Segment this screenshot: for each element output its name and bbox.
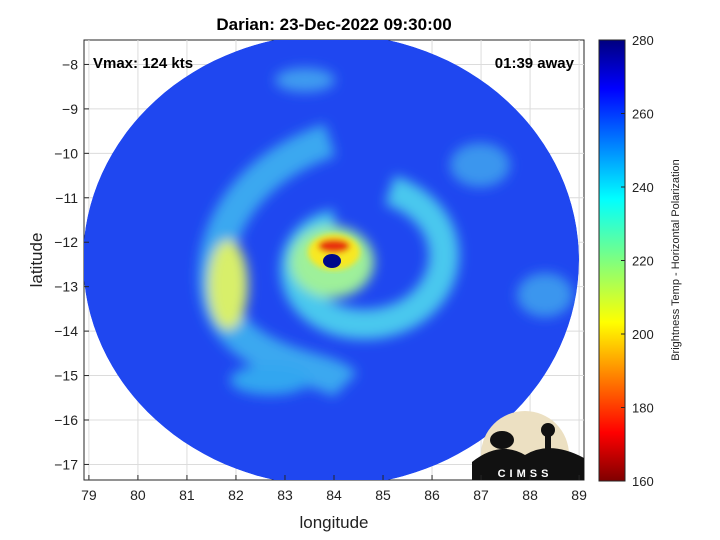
y-tick-label: −12 xyxy=(54,234,78,250)
colorbar-ramp xyxy=(598,39,626,482)
y-tick-label: −9 xyxy=(62,101,78,117)
x-tick-label: 87 xyxy=(473,487,489,503)
y-tick-label: −10 xyxy=(54,145,78,161)
logo-tower-top xyxy=(541,423,555,437)
colorbar-ticks: 160 180 200 220 240 260 280 xyxy=(621,33,654,489)
western-band-convection xyxy=(208,240,248,330)
x-tick-label: 88 xyxy=(522,487,538,503)
time-away-annotation: 01:39 away xyxy=(495,55,575,72)
y-tick-label: −15 xyxy=(54,368,78,384)
x-tick-label: 85 xyxy=(375,487,391,503)
y-tick-label: −14 xyxy=(54,323,78,339)
x-tick-label: 89 xyxy=(571,487,587,503)
y-tick-label: −17 xyxy=(54,456,78,472)
x-tick-label: 83 xyxy=(277,487,293,503)
colorbar-tick-label: 160 xyxy=(632,474,654,489)
y-tick-label: −16 xyxy=(54,412,78,428)
logo-tower-icon xyxy=(545,432,551,460)
logo-text: CIMSS xyxy=(498,468,553,480)
colorbar-tick-label: 200 xyxy=(632,327,654,342)
x-tick-label: 84 xyxy=(326,487,342,503)
colorbar-tick-label: 240 xyxy=(632,180,654,195)
northern-cells xyxy=(275,68,335,92)
chart-title: Darian: 23-Dec-2022 09:30:00 xyxy=(216,15,451,34)
x-tick-label: 80 xyxy=(130,487,146,503)
x-tick-label: 86 xyxy=(424,487,440,503)
east-cells xyxy=(517,273,573,317)
x-axis-label: longitude xyxy=(299,513,368,532)
y-axis: −8 −9 −10 −11 −12 −13 −14 −15 −16 −17 xyxy=(54,56,89,472)
plot-area: Vmax: 124 kts 01:39 away CIMSS 79 80 81 82 8… xyxy=(54,39,587,503)
y-axis-label: latitude xyxy=(27,233,46,288)
x-axis: 79 80 81 82 83 84 85 86 87 88 89 xyxy=(81,475,587,503)
brightness-temp-swath xyxy=(84,40,579,480)
y-tick-label: −11 xyxy=(55,190,78,206)
vmax-annotation: Vmax: 124 kts xyxy=(93,55,193,72)
eyewall-hot xyxy=(318,239,350,253)
northeast-cells xyxy=(450,143,510,187)
y-tick-label: −8 xyxy=(62,56,78,72)
x-tick-label: 82 xyxy=(228,487,244,503)
y-tick-label: −13 xyxy=(54,279,78,295)
southern-band xyxy=(230,365,310,395)
colorbar: 160 180 200 220 240 260 280 Brightness Temp - … xyxy=(598,33,682,489)
cimss-logo: CIMSS xyxy=(472,411,584,480)
storm-eye xyxy=(323,254,341,268)
colorbar-tick-label: 260 xyxy=(632,107,654,122)
logo-hills xyxy=(472,448,584,480)
logo-dish-icon xyxy=(490,431,514,449)
x-tick-label: 81 xyxy=(179,487,195,503)
colorbar-label: Brightness Temp - Horizontal Polarizatio… xyxy=(670,159,682,361)
colorbar-tick-label: 180 xyxy=(632,401,654,416)
colorbar-tick-label: 220 xyxy=(632,254,654,269)
colorbar-tick-label: 280 xyxy=(632,33,654,48)
x-tick-label: 79 xyxy=(81,487,97,503)
